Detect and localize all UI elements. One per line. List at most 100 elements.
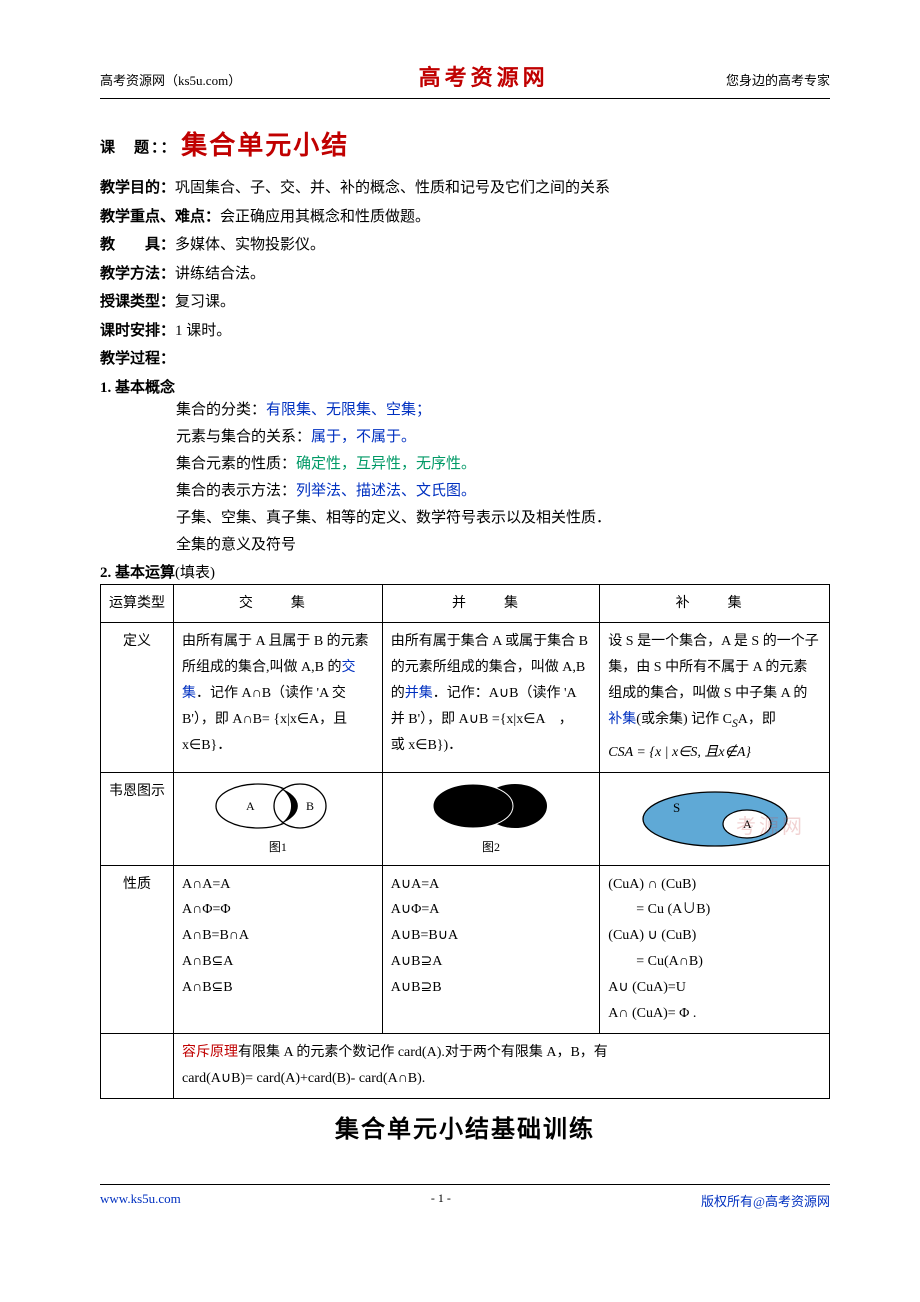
venn-caption: 图2 <box>391 836 592 858</box>
meta-label: 课时安排： <box>100 323 175 339</box>
prop-intersection: A∩A=A A∩Φ=Φ A∩B=B∩A A∩B⊆A A∩B⊆B <box>174 865 383 1033</box>
concept-keyword: 属于，不属于。 <box>311 429 416 445</box>
section-1-heading: 1. 基本概念 <box>100 376 830 397</box>
col-header-intersection: 交 集 <box>174 584 383 623</box>
meta-label: 教学目的： <box>100 180 175 196</box>
meta-objective: 教学目的：巩固集合、子、交、并、补的概念、性质和记号及它们之间的关系 <box>100 176 830 202</box>
prop-line: A∩Φ=Φ <box>182 897 374 923</box>
def-intersection: 由所有属于 A 且属于 B 的元素所组成的集合,叫做 A,B 的交集．记作 A∩… <box>174 623 383 773</box>
concept-keyword: 确定性，互异性，无序性。 <box>296 456 476 472</box>
def-text: (或余集) 记作 C <box>636 712 732 727</box>
meta-value: 巩固集合、子、交、并、补的概念、性质和记号及它们之间的关系 <box>175 180 610 196</box>
incl-keyword: 容斥原理 <box>182 1045 238 1060</box>
prop-line: A∪B⊇B <box>391 975 592 1001</box>
header-center: 高考资源网 <box>419 60 549 92</box>
svg-text:B: B <box>306 799 314 813</box>
meta-method: 教学方法：讲练结合法。 <box>100 262 830 288</box>
prop-union: A∪A=A A∪Φ=A A∪B=B∪A A∪B⊇A A∪B⊇B <box>382 865 600 1033</box>
def-keyword: 补集 <box>608 712 636 727</box>
def-union: 由所有属于集合 A 或属于集合 B 的元素所组成的集合，叫做 A,B 的并集．记… <box>382 623 600 773</box>
footer-left-link[interactable]: www.ks5u.com <box>100 1191 181 1210</box>
meta-time: 课时安排：1 课时。 <box>100 319 830 345</box>
section-2-heading: 2. 基本运算(填表) <box>100 561 830 582</box>
col-header-complement: 补 集 <box>600 584 830 623</box>
prop-line: = Cu(A∩B) <box>608 949 821 975</box>
subtitle: 集合单元小结基础训练 <box>100 1109 830 1144</box>
concept-line: 全集的意义及符号 <box>100 532 830 559</box>
def-formula: CSA = {x | x∈S, 且x∉A} <box>608 740 821 766</box>
concept-line: 集合的分类：有限集、无限集、空集； <box>100 397 830 424</box>
svg-text:S: S <box>673 800 680 815</box>
meta-label: 授课类型： <box>100 294 175 310</box>
venn-caption: 图1 <box>182 836 374 858</box>
section-2-suffix: (填表) <box>175 565 215 581</box>
footer-right-link[interactable]: 版权所有@高考资源网 <box>701 1191 830 1210</box>
meta-process: 教学过程： <box>100 347 830 373</box>
concept-line: 集合元素的性质：确定性，互异性，无序性。 <box>100 451 830 478</box>
meta-value: 讲练结合法。 <box>175 266 265 282</box>
svg-text:A: A <box>246 799 255 813</box>
concept-text: 集合的表示方法： <box>176 483 296 499</box>
table-row: 定义 由所有属于 A 且属于 B 的元素所组成的集合,叫做 A,B 的交集．记作… <box>101 623 830 773</box>
meta-label: 教学重点、难点： <box>100 209 220 225</box>
row-header: 定义 <box>101 623 174 773</box>
meta-type: 授课类型：复习课。 <box>100 290 830 316</box>
def-text: A，即 <box>738 712 776 727</box>
header-left: 高考资源网（ks5u.com） <box>100 70 241 89</box>
incl-formula: card(A∪B)= card(A)+card(B)- card(A∩B). <box>182 1066 821 1092</box>
prop-line: A∩B⊆B <box>182 975 374 1001</box>
venn-diagram-icon: A B <box>182 779 374 834</box>
venn-complement: S A 考源网 <box>600 773 830 865</box>
meta-value: 多媒体、实物投影仪。 <box>175 237 325 253</box>
concept-text: 集合元素的性质： <box>176 456 296 472</box>
meta-value: 1 课时。 <box>175 323 231 339</box>
table-row: 韦恩图示 A B 图1 <box>101 773 830 865</box>
inclusion-exclusion: 容斥原理有限集 A 的元素个数记作 card(A).对于两个有限集 A，B，有 … <box>174 1033 830 1098</box>
col-header-union: 并 集 <box>382 584 600 623</box>
concept-line: 集合的表示方法：列举法、描述法、文氏图。 <box>100 478 830 505</box>
meta-label: 教 具： <box>100 237 175 253</box>
concept-text: 元素与集合的关系： <box>176 429 311 445</box>
meta-label: 教学过程： <box>100 351 175 367</box>
def-text: ．记作 A∩B（读作 'A 交 B'），即 A∩B= {x|x∈A，且 x∈B}… <box>182 686 347 753</box>
table-row: 性质 A∩A=A A∩Φ=Φ A∩B=B∩A A∩B⊆A A∩B⊆B A∪A=A… <box>101 865 830 1033</box>
meta-value: 会正确应用其概念和性质做题。 <box>220 209 430 225</box>
prop-line: (CuA) ∪ (CuB) <box>608 923 821 949</box>
concept-keyword: 列举法、描述法、文氏图。 <box>296 483 476 499</box>
operations-table: 运算类型 交 集 并 集 补 集 定义 由所有属于 A 且属于 B 的元素所组成… <box>100 584 830 1099</box>
page-header: 高考资源网（ks5u.com） 高考资源网 您身边的高考专家 <box>100 60 830 98</box>
header-right: 您身边的高考专家 <box>726 70 830 89</box>
concept-line: 元素与集合的关系：属于，不属于。 <box>100 424 830 451</box>
concept-text: 集合的分类： <box>176 402 266 418</box>
def-complement: 设 S 是一个集合，A 是 S 的一个子集，由 S 中所有不属于 A 的元素组成… <box>600 623 830 773</box>
meta-value: 复习课。 <box>175 294 235 310</box>
header-rule <box>100 98 830 99</box>
title-text: 集合单元小结 <box>181 131 349 160</box>
prop-line: A∪B⊇A <box>391 949 592 975</box>
prop-line: A∪ (CuA)=U <box>608 975 821 1001</box>
title-label: 课 题：： <box>100 140 178 156</box>
row-header: 性质 <box>101 865 174 1033</box>
lesson-title: 课 题：： 集合单元小结 <box>100 125 830 162</box>
section-2-title: 2. 基本运算 <box>100 565 175 581</box>
meta-focus: 教学重点、难点：会正确应用其概念和性质做题。 <box>100 205 830 231</box>
prop-line: A∩ (CuA)= Φ . <box>608 1001 821 1027</box>
row-header: 运算类型 <box>101 584 174 623</box>
page-footer: www.ks5u.com - 1 - 版权所有@高考资源网 <box>100 1184 830 1210</box>
row-header: 韦恩图示 <box>101 773 174 865</box>
prop-line: A∩B⊆A <box>182 949 374 975</box>
concept-keyword: 有限集、无限集、空集； <box>266 402 431 418</box>
table-row: 运算类型 交 集 并 集 补 集 <box>101 584 830 623</box>
venn-union: 图2 <box>382 773 600 865</box>
prop-line: A∩B=B∩A <box>182 923 374 949</box>
prop-line: A∪Φ=A <box>391 897 592 923</box>
prop-line: (CuA) ∩ (CuB) <box>608 872 821 898</box>
watermark-text: 考源网 <box>736 809 805 846</box>
venn-diagram-icon <box>391 779 592 834</box>
def-text: 设 S 是一个集合，A 是 S 的一个子集，由 S 中所有不属于 A 的元素组成… <box>608 634 818 701</box>
prop-line: A∩A=A <box>182 872 374 898</box>
incl-text: 有限集 A 的元素个数记作 card(A).对于两个有限集 A，B，有 <box>238 1045 608 1060</box>
table-row: 容斥原理有限集 A 的元素个数记作 card(A).对于两个有限集 A，B，有 … <box>101 1033 830 1098</box>
def-keyword: 并集 <box>405 686 433 701</box>
footer-page-number: - 1 - <box>181 1191 701 1210</box>
